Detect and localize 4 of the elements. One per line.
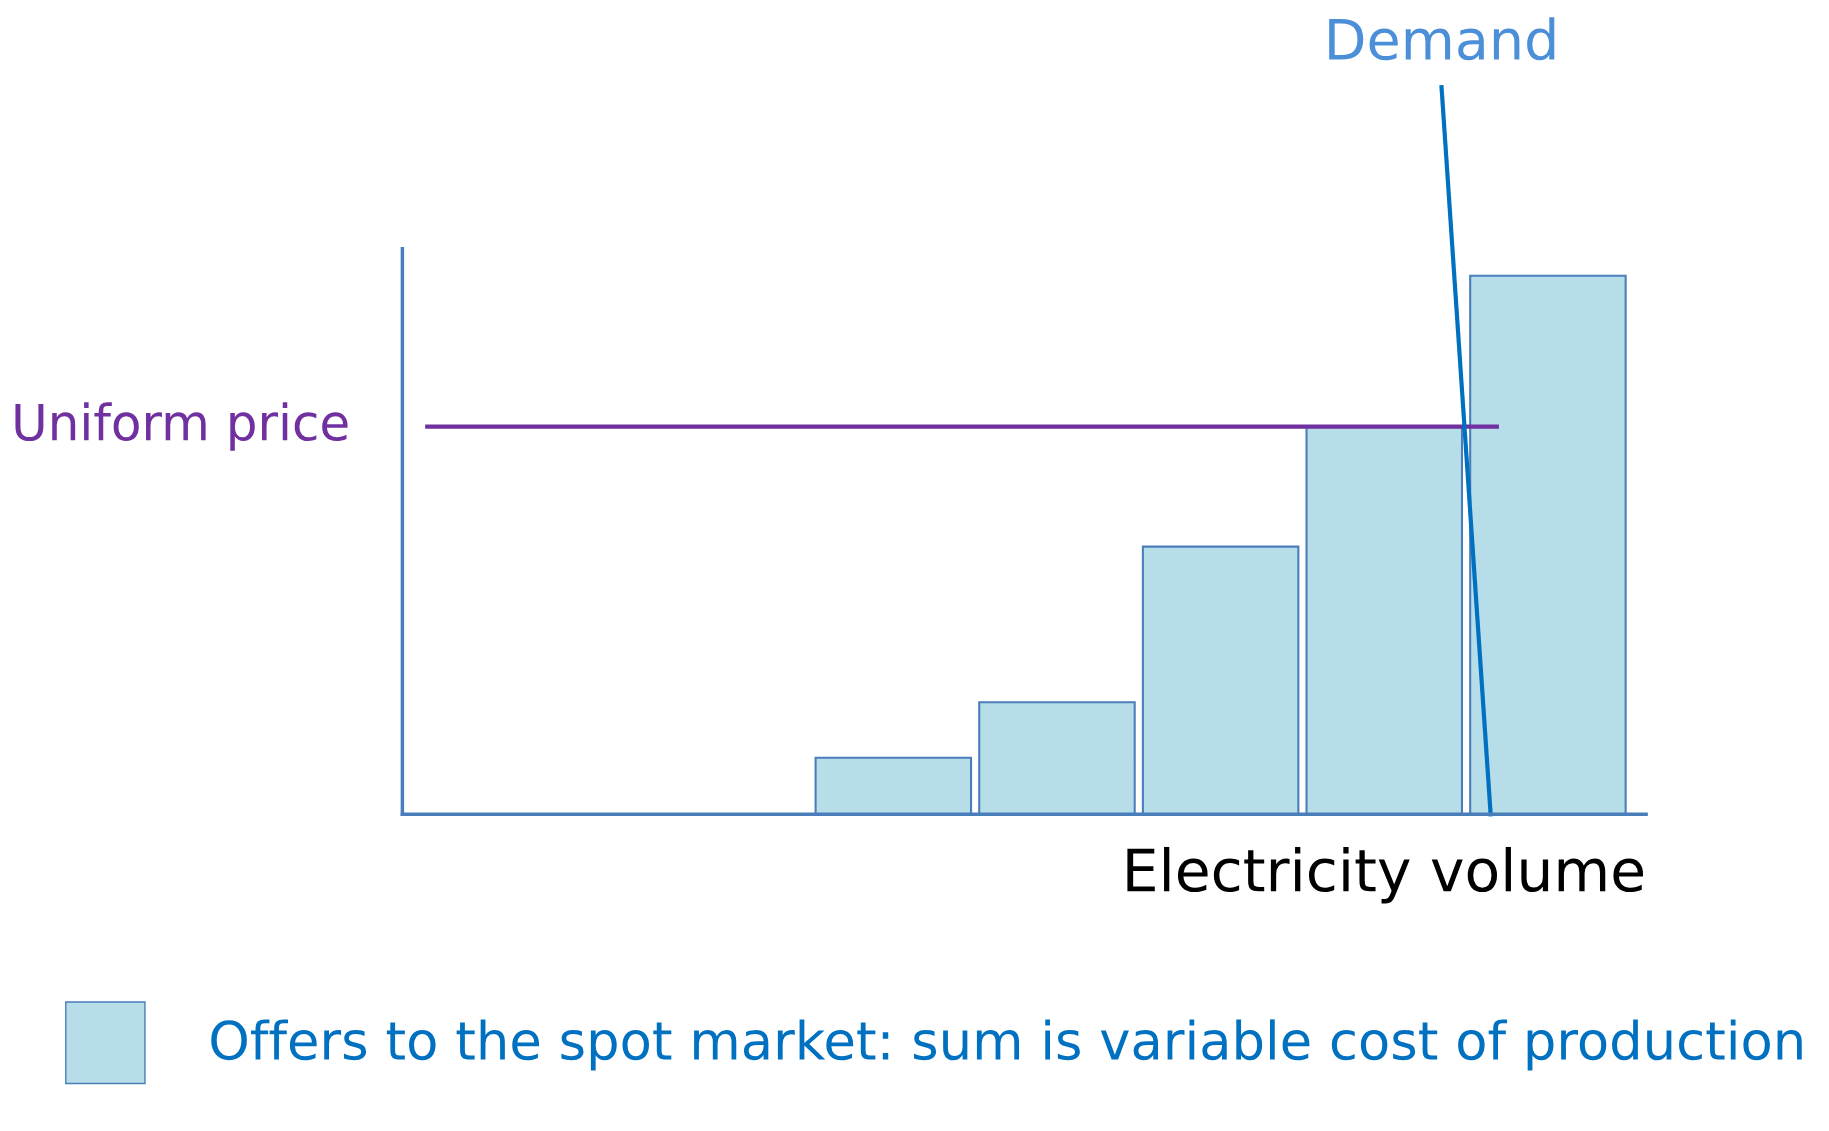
x-axis-title: Electricity volume — [1127, 846, 1643, 904]
ref-line-label: Uniform price — [15, 402, 348, 451]
text: Demand — [1329, 17, 1555, 61]
legend-label: Offers to the spot market: sum is variable cost of production — [211, 1019, 1802, 1071]
